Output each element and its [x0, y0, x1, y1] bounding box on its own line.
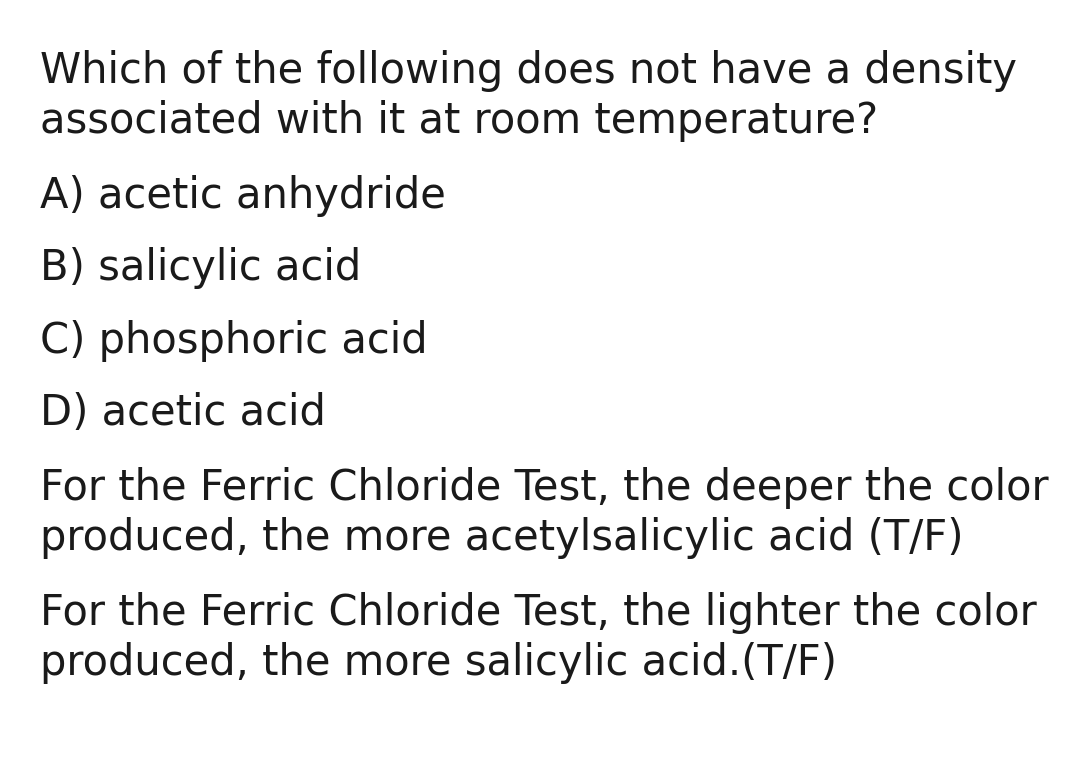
Text: produced, the more acetylsalicylic acid (T/F): produced, the more acetylsalicylic acid …	[40, 517, 963, 559]
Text: C) phosphoric acid: C) phosphoric acid	[40, 320, 428, 362]
Text: B) salicylic acid: B) salicylic acid	[40, 247, 361, 289]
Text: For the Ferric Chloride Test, the lighter the color: For the Ferric Chloride Test, the lighte…	[40, 592, 1037, 634]
Text: A) acetic anhydride: A) acetic anhydride	[40, 175, 446, 217]
Text: associated with it at room temperature?: associated with it at room temperature?	[40, 100, 878, 142]
Text: D) acetic acid: D) acetic acid	[40, 392, 326, 434]
Text: produced, the more salicylic acid.(T/F): produced, the more salicylic acid.(T/F)	[40, 642, 837, 684]
Text: For the Ferric Chloride Test, the deeper the color: For the Ferric Chloride Test, the deeper…	[40, 467, 1049, 509]
Text: Which of the following does not have a density: Which of the following does not have a d…	[40, 50, 1017, 92]
